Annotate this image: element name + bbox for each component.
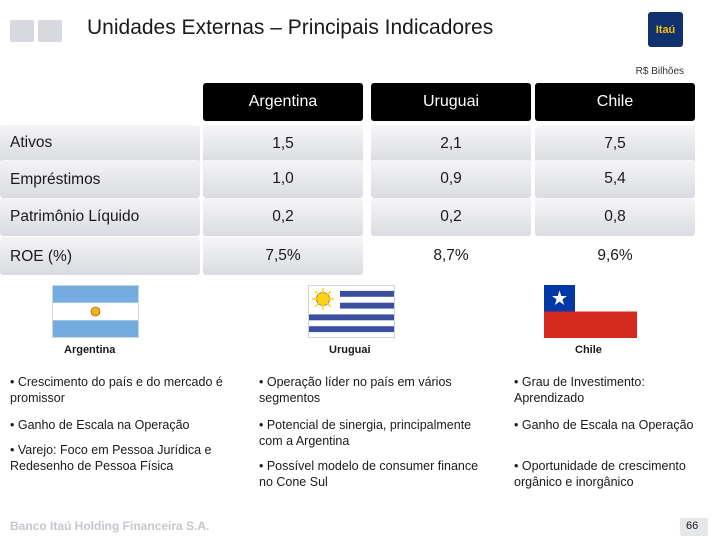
list-item: • Crescimento do país e do mercado é pro…	[10, 375, 223, 405]
table-cell: 8,7%	[371, 237, 531, 275]
row-label-band	[0, 237, 200, 275]
column-header-uruguai: Uruguai	[371, 83, 531, 121]
row-label-band	[0, 160, 200, 198]
list-item: • Ganho de Escala na Operação	[514, 418, 694, 432]
flag-caption-argentina: Argentina	[64, 344, 116, 356]
list-item: • Ganho de Escala na Operação	[10, 418, 190, 432]
page-number-box	[680, 518, 708, 536]
table-cell: 0,8	[535, 198, 695, 236]
table-cell: 0,2	[371, 198, 531, 236]
row-label-band	[0, 125, 200, 163]
itau-logo: Itaú	[648, 12, 683, 47]
table-cell: 0,2	[203, 198, 363, 236]
row-label-band	[0, 198, 200, 236]
footer-company-name: Banco Itaú Holding Financeira S.A.	[10, 519, 210, 533]
chile-flag-icon	[544, 285, 637, 338]
page-number: 66	[686, 520, 699, 532]
column-header-chile: Chile	[535, 83, 695, 121]
list-item: • Grau de Investimento: Aprendizado	[514, 375, 645, 405]
flag-caption-chile: Chile	[575, 344, 602, 356]
page-title: Unidades Externas – Principais Indicador…	[87, 16, 494, 39]
column-header-argentina: Argentina	[203, 83, 363, 121]
row-label-roe: ROE (%)	[10, 248, 72, 265]
table-cell: 1,0	[203, 160, 363, 198]
row-label-patrimonio-liquido: Patrimônio Líquido	[10, 208, 140, 225]
table-cell: 5,4	[535, 160, 695, 198]
argentina-flag-icon	[52, 285, 139, 338]
list-item: • Operação líder no país em vários segme…	[259, 375, 452, 405]
flag-caption-uruguay: Uruguai	[329, 344, 371, 356]
table-cell: 7,5%	[203, 237, 363, 275]
unit-note: R$ Bilhões	[635, 66, 684, 77]
row-label-ativos: Ativos	[10, 134, 53, 151]
table-cell: 0,9	[371, 160, 531, 198]
uruguay-flag-icon	[308, 285, 395, 338]
table-cell: 2,1	[371, 125, 531, 163]
list-item: • Varejo: Foco em Pessoa Jurídica e Rede…	[10, 443, 212, 473]
table-cell: 9,6%	[535, 237, 695, 275]
list-item: • Potencial de sinergia, principalmente …	[259, 418, 472, 448]
list-item: • Possível modelo de consumer finance no…	[259, 459, 479, 489]
decorative-squares	[10, 20, 66, 42]
list-item: • Oportunidade de crescimento orgânico e…	[514, 459, 686, 489]
table-cell: 1,5	[203, 125, 363, 163]
row-label-emprestimos: Empréstimos	[10, 171, 101, 188]
table-cell: 7,5	[535, 125, 695, 163]
